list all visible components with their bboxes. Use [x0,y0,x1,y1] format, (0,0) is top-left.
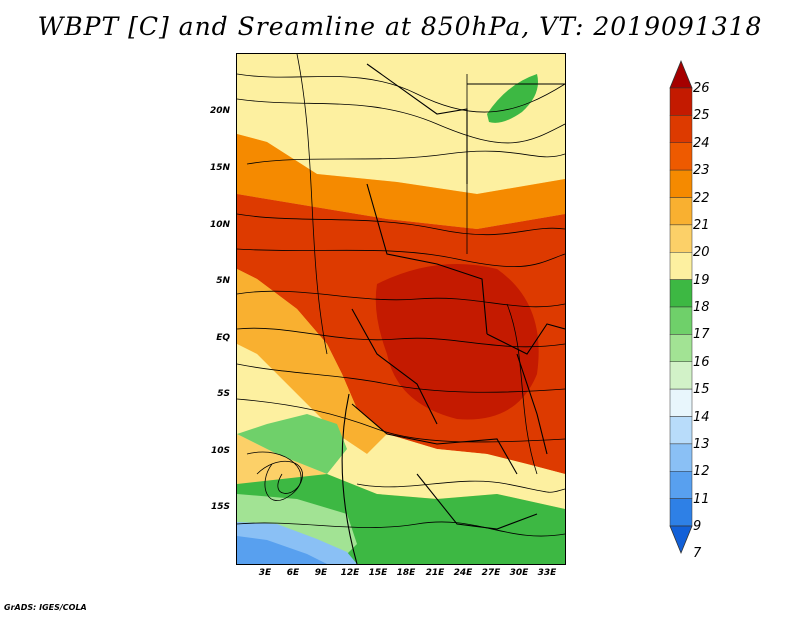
colorbar-cell [669,498,693,527]
lon-label-9e: 9E [314,568,328,578]
field-sw-deepblue [237,536,327,564]
field-orange-band [237,134,565,229]
lon-label-3e: 3E [258,568,272,578]
colorbar-cell [669,142,693,171]
colorbar-label: 26 [693,81,710,96]
field-west-orange [237,269,387,454]
colorbar-cell [669,197,693,226]
colorbar-cell [669,87,693,116]
map-panel [236,53,566,565]
colorbar-label: 17 [693,327,710,343]
colorbar-cell [669,334,693,362]
colorbar-label: 25 [693,108,710,124]
lat-label-15n: 15N [209,163,230,173]
colorbar-label: 20 [693,245,710,261]
credit-label: GrADS: IGES/COLA [4,603,87,612]
colorbar-label: 11 [693,491,710,507]
colorbar-top-arrow [669,59,693,89]
colorbar-label: 12 [693,464,710,480]
lat-label-15s: 15S [210,502,230,512]
colorbar-cell [669,115,693,143]
colorbar-label: 14 [693,409,710,425]
colorbar-cell [669,416,693,445]
lon-label-30e: 30E [509,568,529,578]
lat-label-5n: 5N [216,276,230,286]
field-sw-green [237,414,347,474]
colorbar-label: 22 [693,190,710,206]
colorbar-cell [669,471,693,499]
lat-label-10n: 10N [209,220,230,230]
country-borders [341,63,565,564]
colorbar-label: 9 [693,519,702,534]
lon-label-27e: 27E [481,568,501,578]
lat-label-eq: EQ [216,333,230,343]
field-deep-red [375,264,539,420]
colorbar-cell [669,279,693,308]
colorbar-label: 16 [693,354,710,370]
colorbar-cell [669,252,693,280]
lat-label-20n: 20N [209,106,230,116]
colorbar-label: 21 [693,217,710,233]
lon-label-24e: 24E [453,568,473,578]
lon-label-21e: 21E [425,568,445,578]
lat-label-10s: 10S [210,446,230,456]
colorbar-label: 15 [693,382,710,398]
colorbar-label: 19 [693,272,710,288]
map-title: WBPT [C] and Sreamline at 850hPa, VT: 20… [37,12,763,41]
colorbar [669,59,693,555]
colorbar-label: 23 [693,163,710,179]
lon-label-12e: 12E [340,568,360,578]
colorbar-label: 7 [693,546,702,562]
wbpt-field-map [237,54,565,564]
colorbar-cell [669,388,693,417]
lon-label-33e: 33E [537,568,557,578]
colorbar-cell [669,361,693,390]
colorbar-label: 18 [693,300,710,315]
colorbar-cell [669,169,693,198]
colorbar-cell [669,443,693,472]
lon-label-15e: 15E [368,568,388,578]
streamlines [237,54,565,537]
colorbar-label: 24 [693,135,710,151]
lon-label-18e: 18E [396,568,416,578]
colorbar-cell [669,224,693,253]
colorbar-label: 13 [693,436,710,452]
lat-label-5s: 5S [217,389,230,399]
colorbar-cell [669,306,693,335]
colorbar-bottom-arrow [669,525,693,555]
lon-label-6e: 6E [286,568,300,578]
